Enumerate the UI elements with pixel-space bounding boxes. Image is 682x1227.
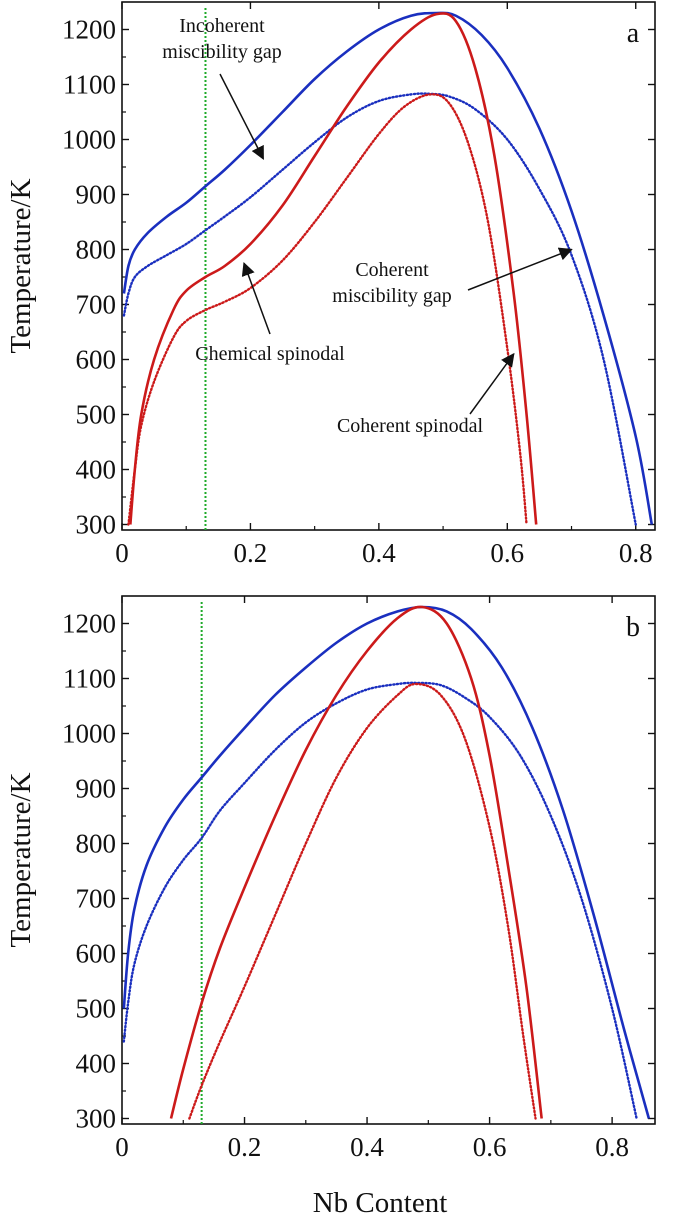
- annotation-arrow: [219, 73, 264, 160]
- series-line-3-solid: [129, 12, 538, 525]
- panel-label: a: [627, 18, 640, 49]
- y-axis-title: Temperature/K: [5, 772, 37, 947]
- annotation-text: Chemical spinodal: [195, 343, 345, 365]
- x-tick-label: 0.4: [362, 538, 396, 568]
- annotation-text: Coherent spinodal: [337, 415, 484, 437]
- y-tick-label: 700: [76, 884, 117, 914]
- x-tick-label: 0: [115, 538, 129, 568]
- y-tick-label: 500: [76, 994, 117, 1024]
- annotation-arrow: [241, 261, 271, 335]
- x-tick-label: 0.8: [619, 538, 653, 568]
- y-tick-label: 800: [76, 235, 117, 265]
- series-line-4-dotted: [188, 682, 537, 1120]
- plot-frame: [121, 595, 656, 1125]
- y-tick-label: 900: [76, 774, 117, 804]
- y-tick-label: 1000: [62, 125, 116, 155]
- series-line-1-solid: [122, 11, 654, 525]
- annotation-text: Incoherent: [179, 15, 265, 37]
- x-tick-label: 0.2: [234, 538, 268, 568]
- x-tick-label: 0.4: [350, 1132, 384, 1162]
- annotation-arrow: [467, 247, 573, 291]
- x-tick-label: 0.8: [595, 1132, 629, 1162]
- x-tick-label: 0.6: [473, 1132, 507, 1162]
- annotation-text: miscibility gap: [162, 41, 281, 63]
- y-tick-label: 600: [76, 939, 117, 969]
- series-line-1-solid: [122, 605, 651, 1119]
- y-tick-label: 700: [76, 290, 117, 320]
- x-tick-label: 0: [115, 1132, 129, 1162]
- y-tick-label: 500: [76, 400, 117, 430]
- plot-frame: [121, 1, 656, 531]
- y-tick-label: 1000: [62, 719, 116, 749]
- annotation-text: Coherent: [355, 259, 429, 281]
- y-tick-label: 400: [76, 1049, 117, 1079]
- series-line-4-dotted: [127, 93, 528, 526]
- y-tick-label: 1200: [62, 15, 116, 45]
- x-tick-label: 0.2: [228, 1132, 262, 1162]
- x-axis-title: Nb Content: [313, 1187, 448, 1219]
- chart-panel-a: 0 0.2 0.4 0.6 0.8 300 400 500 600 700 800 900 1000 11…: [5, 1, 656, 568]
- annotation-arrow: [469, 352, 515, 415]
- annotation: Incoherent miscibility gap: [162, 15, 282, 160]
- series-line-3-solid: [169, 605, 543, 1119]
- annotation: Coherent spinodal: [337, 352, 515, 437]
- y-tick-label: 400: [76, 455, 117, 485]
- y-tick-label: 1200: [62, 609, 116, 639]
- series-line-2-dotted: [122, 92, 637, 526]
- x-tick-label: 0.6: [490, 538, 524, 568]
- panel-label: b: [626, 612, 640, 643]
- y-tick-label: 1100: [63, 70, 116, 100]
- y-tick-label: 300: [76, 1104, 117, 1134]
- y-tick-label: 800: [76, 829, 117, 859]
- annotation: Chemical spinodal: [195, 261, 345, 365]
- series-line-2-dotted: [122, 681, 638, 1120]
- y-tick-label: 900: [76, 180, 117, 210]
- annotation: Coherent miscibility gap: [332, 247, 573, 307]
- y-tick-label: 300: [76, 510, 117, 540]
- y-tick-label: 600: [76, 345, 117, 375]
- chart-panel-b: 0 0.2 0.4 0.6 0.8 300 400 500 600 700 800 900 1000 11…: [5, 595, 656, 1162]
- annotation-text: miscibility gap: [332, 285, 451, 307]
- y-axis-title: Temperature/K: [5, 178, 37, 353]
- y-tick-label: 1100: [63, 664, 116, 694]
